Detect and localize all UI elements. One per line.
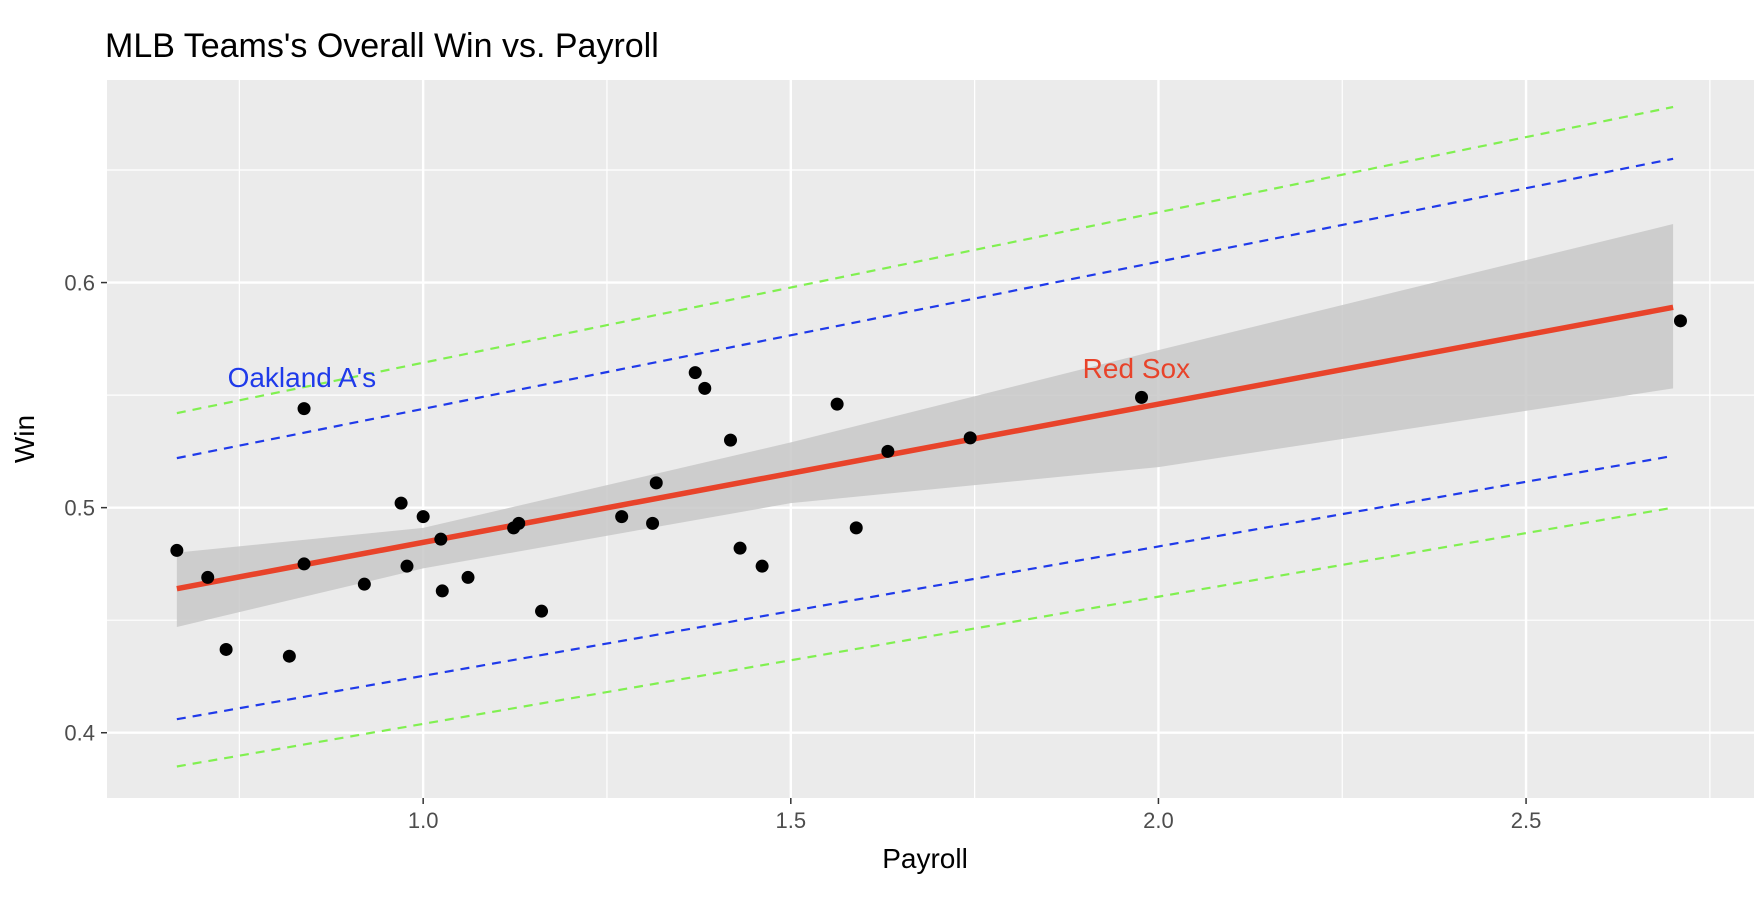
regression-line-group	[176, 304, 1674, 592]
data-point	[394, 496, 408, 510]
data-point	[615, 510, 629, 524]
data-point	[201, 570, 215, 584]
annotation-label: Oakland A's	[228, 362, 377, 393]
data-point	[435, 584, 449, 598]
data-point	[297, 402, 311, 416]
data-point	[297, 557, 311, 571]
data-point	[733, 541, 747, 555]
data-point	[646, 516, 660, 530]
data-point	[724, 433, 738, 447]
bound-lines	[176, 105, 1674, 768]
upper-blue-line	[176, 157, 1674, 460]
data-point	[512, 516, 526, 530]
data-point	[881, 444, 895, 458]
data-point	[963, 431, 977, 445]
confidence-band-area	[176, 224, 1674, 627]
y-tick-label: 0.6	[64, 271, 95, 296]
data-point	[849, 521, 863, 535]
data-point	[416, 510, 430, 524]
lower-blue-line	[176, 454, 1674, 721]
data-point	[830, 397, 844, 411]
data-point	[434, 532, 448, 546]
data-point	[461, 570, 475, 584]
data-point	[688, 366, 702, 380]
x-axis-title: Payroll	[882, 843, 968, 874]
y-tick-label: 0.5	[64, 496, 95, 521]
x-tick-label: 1.0	[408, 808, 439, 833]
y-tick-label: 0.4	[64, 721, 95, 746]
x-tick-label: 1.5	[776, 808, 807, 833]
lower-green-line	[176, 506, 1674, 768]
data-point	[1673, 314, 1687, 328]
x-tick-label: 2.0	[1143, 808, 1174, 833]
annotations: Oakland A's Red Sox	[228, 353, 1191, 393]
y-axis: 0.4 0.5 0.6	[64, 271, 107, 746]
data-point	[649, 476, 663, 490]
data-points	[170, 314, 1687, 663]
data-point	[400, 559, 414, 573]
regression-line	[176, 304, 1674, 592]
data-point	[755, 559, 769, 573]
chart-title: MLB Teams's Overall Win vs. Payroll	[105, 27, 659, 65]
data-point	[535, 604, 549, 618]
upper-green-line	[176, 105, 1674, 415]
y-axis-title: Win	[9, 415, 40, 463]
annotation-label: Red Sox	[1083, 353, 1190, 384]
data-point	[698, 381, 712, 395]
data-point	[282, 649, 296, 663]
data-point	[219, 642, 233, 656]
x-axis: 1.0 1.5 2.0 2.5	[408, 798, 1541, 833]
x-tick-label: 2.5	[1511, 808, 1542, 833]
confidence-band	[176, 224, 1674, 627]
data-point	[170, 543, 184, 557]
data-point	[1135, 390, 1149, 404]
data-point	[357, 577, 371, 591]
